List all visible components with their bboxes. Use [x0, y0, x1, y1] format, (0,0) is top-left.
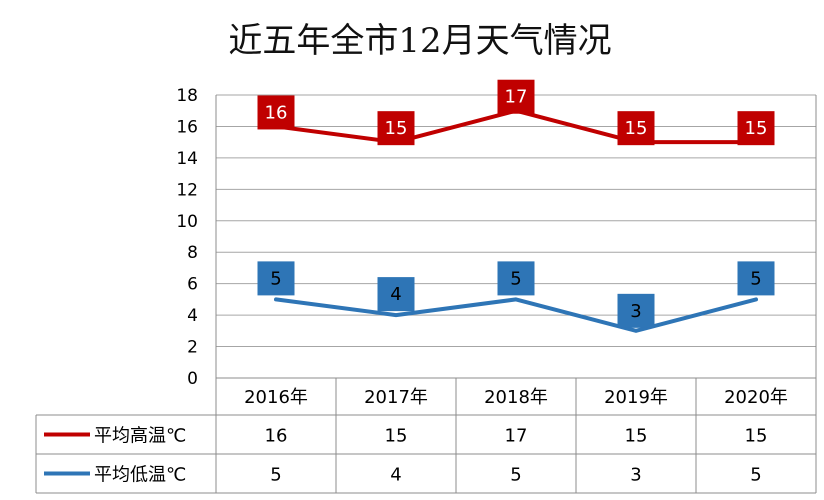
table-cell-value: 15	[385, 426, 408, 447]
data-label-box	[257, 95, 295, 130]
data-label-box	[737, 111, 775, 146]
y-tick-label-14: 14	[176, 149, 198, 169]
table-cell-value: 4	[390, 465, 401, 486]
data-label-box	[737, 261, 775, 296]
y-tick-label-8: 8	[187, 243, 198, 263]
x-category-label: 2019年	[604, 387, 668, 408]
gridlines	[216, 94, 816, 379]
data-label: 15	[625, 118, 648, 139]
legend-label-0: 平均高温℃	[94, 426, 186, 447]
x-category-label: 2017年	[364, 387, 428, 408]
data-label: 5	[510, 268, 521, 289]
x-category-label: 2016年	[244, 387, 308, 408]
table-cell-value: 3	[630, 465, 641, 486]
x-category-label: 2018年	[484, 387, 548, 408]
y-tick-label-6: 6	[187, 275, 198, 295]
data-label-box	[377, 111, 415, 146]
data-label: 3	[630, 301, 641, 322]
data-label-box	[617, 293, 655, 328]
data-label: 17	[505, 87, 528, 108]
y-tick-label-4: 4	[187, 306, 198, 326]
table-cell-value: 5	[510, 465, 521, 486]
data-label: 4	[390, 284, 401, 305]
data-label-box	[377, 277, 415, 312]
y-tick-label-10: 10	[176, 212, 198, 232]
y-axis-ticks: 0 2 4 6 8 10 12 14 16 18	[176, 86, 198, 389]
table-cell-value: 15	[745, 426, 768, 447]
table-cell-value: 15	[625, 426, 648, 447]
data-label: 5	[750, 268, 761, 289]
data-label-box	[617, 111, 655, 146]
chart-title: 近五年全市12月天气情况	[228, 21, 611, 61]
data-label-box	[497, 261, 535, 296]
table-cell-value: 16	[265, 426, 288, 447]
data-label-box	[257, 261, 295, 296]
table-cell-value: 5	[750, 465, 761, 486]
y-tick-label-2: 2	[187, 338, 198, 358]
series-line-1	[274, 297, 758, 333]
data-label: 15	[385, 118, 408, 139]
legend-label-1: 平均低温℃	[94, 465, 186, 486]
y-tick-label-0: 0	[187, 369, 198, 389]
y-tick-label-12: 12	[176, 180, 198, 200]
y-tick-label-16: 16	[176, 117, 198, 137]
data-label: 5	[270, 268, 281, 289]
data-label: 15	[745, 118, 768, 139]
x-category-label: 2020年	[724, 387, 788, 408]
table-cell-value: 5	[270, 465, 281, 486]
data-label-box	[497, 79, 535, 114]
data-labels: 16 15 17 15 15 5 4 5 3 5	[257, 79, 775, 328]
table-cell-value: 17	[505, 426, 528, 447]
data-label: 16	[265, 102, 288, 123]
y-tick-label-18: 18	[176, 86, 198, 106]
